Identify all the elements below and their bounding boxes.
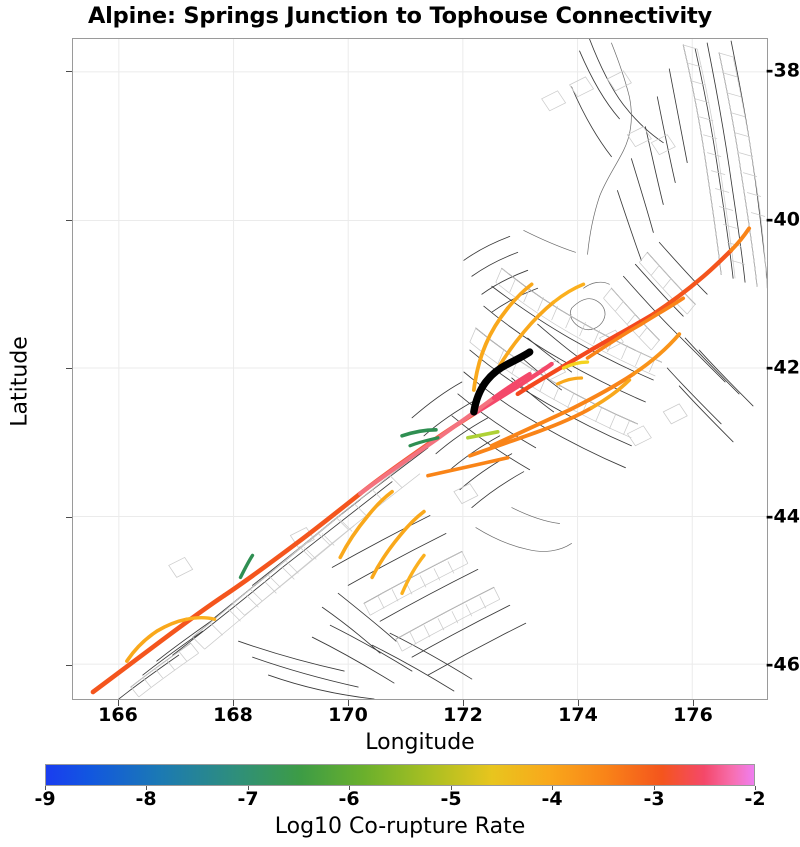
x-tick-mark (348, 700, 350, 706)
colorbar-tick-mark (552, 786, 553, 790)
y-tick-mark (66, 368, 72, 370)
background-fault-traces (112, 39, 767, 699)
y-tick-label: -38 (765, 59, 800, 82)
x-tick-label: 174 (558, 704, 598, 726)
x-tick-mark (578, 700, 580, 706)
colorbar-tick-mark (248, 786, 249, 790)
x-tick-label: 176 (673, 704, 713, 726)
colorbar-tick-label: -8 (135, 788, 157, 810)
colorbar-tick-label: -3 (643, 788, 665, 810)
fault-map (90, 39, 767, 699)
x-tick-label: 172 (443, 704, 483, 726)
chart-title: Alpine: Springs Junction to Tophouse Con… (87, 3, 713, 29)
colorbar-tick-label: -4 (541, 788, 563, 810)
x-tick-mark (233, 700, 235, 706)
y-tick-mark (66, 665, 72, 667)
x-tick-label: 170 (328, 704, 368, 726)
y-tick-label: -46 (765, 653, 800, 676)
colorbar-tick-mark (451, 786, 452, 790)
colorbar-tick-label: -2 (744, 788, 766, 810)
y-tick-mark (66, 517, 72, 519)
x-tick-mark (693, 700, 695, 706)
map-plot-area (72, 38, 768, 700)
colorbar-gradient (45, 764, 755, 786)
x-tick-mark (463, 700, 465, 706)
colorbar-tick-mark (755, 786, 756, 790)
colorbar (45, 764, 755, 786)
fault-dip-projections (130, 44, 767, 698)
colorbar-tick-label: -5 (440, 788, 462, 810)
x-tick-label: 166 (98, 704, 138, 726)
y-tick-label: -42 (765, 356, 800, 379)
y-tick-mark (66, 71, 72, 73)
connected-fault-segments (90, 226, 752, 695)
source-fault-highlight (470, 348, 534, 416)
colorbar-tick-mark (349, 786, 350, 790)
colorbar-tick-mark (654, 786, 655, 790)
colorbar-tick-label: -9 (34, 788, 56, 810)
y-tick-mark (66, 220, 72, 222)
x-tick-mark (118, 700, 120, 706)
colorbar-tick-mark (45, 786, 46, 790)
x-tick-label: 168 (213, 704, 253, 726)
x-axis-label: Longitude (365, 730, 475, 755)
y-tick-label: -40 (765, 208, 800, 231)
y-tick-label: -44 (765, 505, 800, 528)
y-axis-label: Latitude (7, 336, 33, 427)
colorbar-tick-label: -7 (237, 788, 259, 810)
colorbar-tick-mark (146, 786, 147, 790)
colorbar-label: Log10 Co-rupture Rate (274, 814, 526, 839)
colorbar-tick-label: -6 (338, 788, 360, 810)
